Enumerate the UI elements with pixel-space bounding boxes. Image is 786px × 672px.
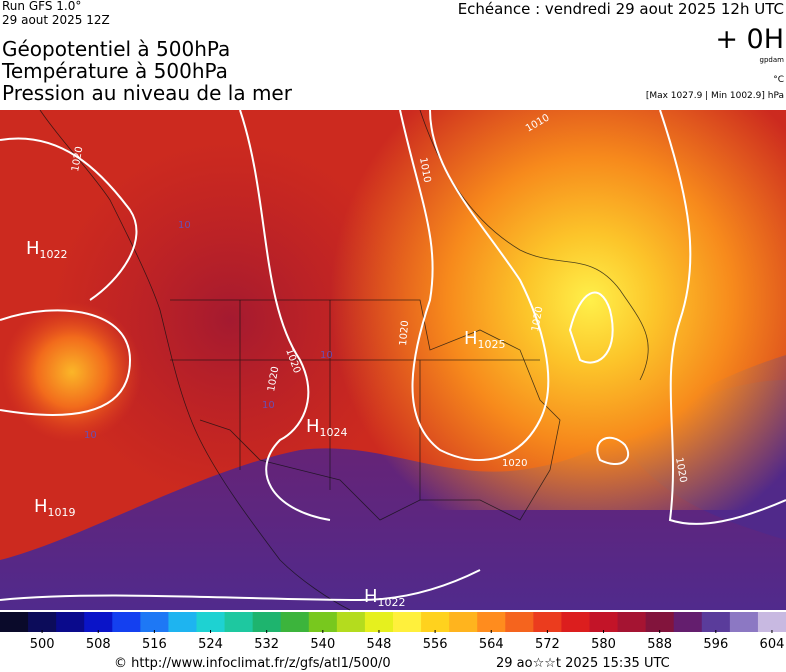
high-value: 1024 [320,426,348,439]
isobar-label: 1010 [417,157,432,184]
colorbar-tick-label: 500 [30,637,55,652]
color-swatch [617,612,647,632]
high-letter: H [306,416,320,437]
colorbar-tick-label: 508 [86,637,111,652]
colorbar-tick-label: 580 [591,637,616,652]
color-swatch [28,612,57,632]
color-swatch [673,612,703,632]
color-swatch [224,612,254,632]
title: Géopotentiel à 500hPa [2,37,230,61]
color-swatch [112,612,141,632]
color-swatch [280,612,310,632]
color-swatch [0,612,29,632]
color-swatch [421,612,450,632]
high-value: 1025 [478,338,506,351]
title: Température à 500hPa [1,59,228,83]
color-swatch [533,612,562,632]
isobar-label: 1020 [266,366,281,393]
color-swatch [364,612,394,632]
high-value: 1019 [48,506,76,519]
colorbar-tick-label: 564 [479,637,504,652]
colorbar-tick-label: 540 [310,637,335,652]
high-letter: H [364,586,378,607]
header-background [0,0,786,110]
color-swatch [757,612,786,632]
isobar-label: 10 [262,400,275,411]
source-url: © http://www.infoclimat.fr/z/gfs/atl1/50… [114,656,391,671]
isobar-label: 10 [320,350,333,361]
color-swatch [393,612,422,632]
isobar-label: 1020 [70,146,85,173]
color-swatch [561,612,590,632]
color-swatch [140,612,169,632]
color-swatch [336,612,366,632]
color-swatch [252,612,282,632]
high-center: H1024 [306,416,348,439]
isobar-label: 10 [84,430,97,441]
high-value: 1022 [378,596,406,609]
color-swatch [505,612,534,632]
pressure-centers: H1022 H1025 H1024 H1019 H1022 [26,238,506,609]
colorbar-tick-label: 572 [535,637,560,652]
forecast-time: Echéance : vendredi 29 aout 2025 12h UTC [458,0,784,18]
colorbar-tick-label: 548 [367,637,392,652]
color-swatch [645,612,675,632]
colorbar: 500 508 516 524 532 540 548 556 564 572 580 588 596 6… [0,612,786,652]
isobar-label: 1020 [673,457,688,484]
colorbar-tick-label: 604 [760,637,785,652]
colorbar-tick-label: 532 [254,637,279,652]
high-letter: H [464,328,478,349]
high-center: H1019 [34,496,76,519]
run-label: Run GFS 1.0° [2,0,81,13]
isobars [0,109,786,602]
colorbar-tick-label: 516 [142,637,167,652]
header: Run GFS 1.0° 29 aout 2025 12Z Géopotenti… [1,0,784,105]
colorbar-tick-label: 556 [423,637,448,652]
color-swatch [477,612,506,632]
color-swatch [84,612,113,632]
high-value: 1022 [40,248,68,261]
high-center: H1022 [26,238,68,261]
isobar-label: 1020 [398,320,411,346]
colorbar-tick-label: 588 [647,637,672,652]
color-swatch [196,612,226,632]
color-swatch [589,612,619,632]
isobar-label: 1020 [530,306,545,333]
isobar-label: 1020 [502,458,527,469]
color-swatch [308,612,338,632]
timestamp: 29 ao☆☆t 2025 15:35 UTC [496,656,670,671]
isobar-label: 10 [178,220,191,231]
pressure-extremes: [Max 1027.9 | Min 1002.9] hPa [646,91,784,101]
color-swatch [449,612,478,632]
high-center: H1025 [464,328,506,351]
color-swatch [729,612,759,632]
color-swatch [56,612,85,632]
colorbar-tick-label: 524 [198,637,223,652]
colorbar-tick-label: 596 [703,637,728,652]
high-letter: H [34,496,48,517]
run-date: 29 aout 2025 12Z [2,13,110,27]
title: Pression au niveau de la mer [2,81,293,105]
unit-temperature: °C [773,75,784,85]
unit-gpdam: gpdam [760,56,785,64]
forecast-offset: + 0H [715,24,784,55]
color-swatch [701,612,731,632]
high-center: H1022 [364,586,406,609]
color-swatch [168,612,197,632]
high-letter: H [26,238,40,259]
